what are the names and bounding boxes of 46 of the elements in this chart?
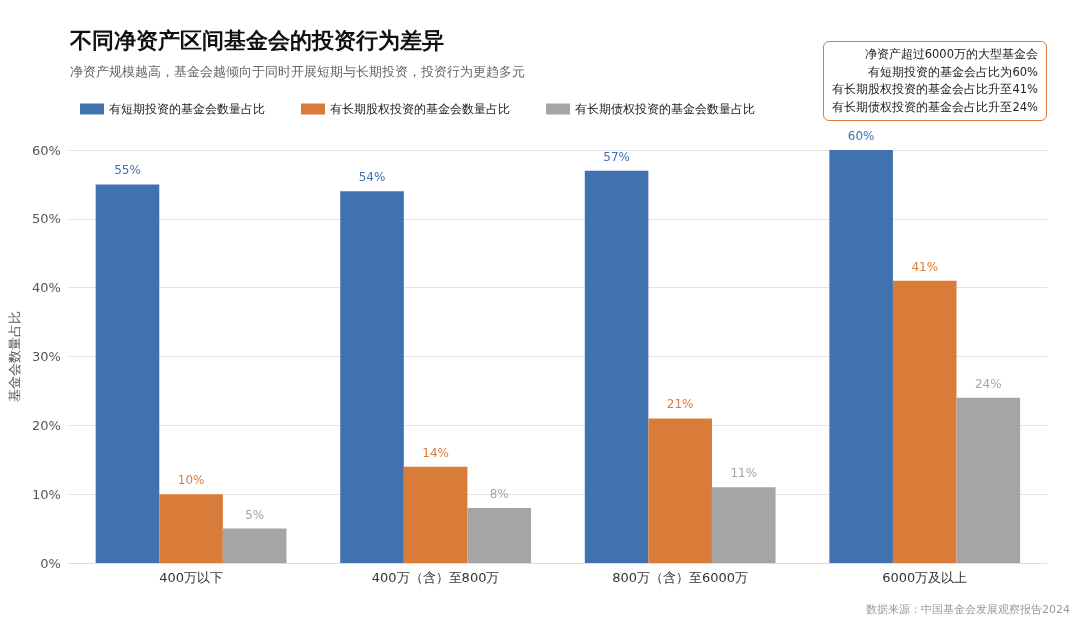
x-tick-label: 400万以下 [159,570,223,585]
data-label: 41% [911,259,939,274]
bar [467,507,531,563]
legend-label: 有长期债权投资的基金会数量占比 [575,102,755,116]
data-label: 54% [358,170,386,185]
data-label: 21% [666,397,694,412]
text: 有长期债权投资的基金会占比升至24% [832,98,1038,116]
y-tick-label: 10% [31,486,61,502]
bar [222,528,287,563]
data-label: 14% [422,445,449,460]
data-label: 55% [114,163,141,178]
bar [892,280,957,563]
legend-label: 有短期投资的基金会数量占比 [109,102,265,116]
y-tick-label: 0% [40,555,61,571]
bar [403,466,468,563]
bar [95,184,160,563]
y-axis-title: 基金会数量占比 [7,311,22,402]
y-tick-label: 40% [31,280,61,296]
x-tick-label: 400万（含）至800万 [371,570,500,585]
chart-title: 不同净资产区间基金会的投资行为差异 [69,27,444,53]
bar [648,418,712,563]
source-note: 数据来源：中国基金会发展观察报告2024 [866,602,1070,617]
data-label: 8% [489,486,509,501]
data-label: 60% [847,129,875,143]
y-tick-label: 20% [31,417,61,433]
text: 有短期投资的基金会占比为60% [867,63,1038,81]
bar [956,397,1021,563]
y-tick-label: 60% [31,142,61,158]
text: 有长期股权投资的基金会占比升至41% [832,81,1038,98]
x-tick-label: 6000万及以上 [882,570,968,585]
data-label: 24% [974,376,1002,391]
data-label: 10% [177,473,205,488]
data-label: 57% [603,149,630,164]
data-label: 11% [730,466,758,481]
chart-subtitle: 净资产规模越高，基金会越倾向于同时开展短期与长期投资，投资行为更趋多元 [70,64,525,79]
y-tick-label: 30% [31,349,61,364]
bar [711,487,776,563]
bar [340,191,404,563]
legend-label: 有长期股权投资的基金会数量占比 [330,102,510,116]
bar [159,494,223,563]
y-tick-label: 50% [31,211,61,227]
bar [584,170,649,563]
x-tick-label: 800万（含）至6000万 [612,570,749,585]
text: 净资产超过6000万的大型基金会 [863,46,1038,63]
bar [829,150,893,563]
data-label: 5% [245,507,265,522]
